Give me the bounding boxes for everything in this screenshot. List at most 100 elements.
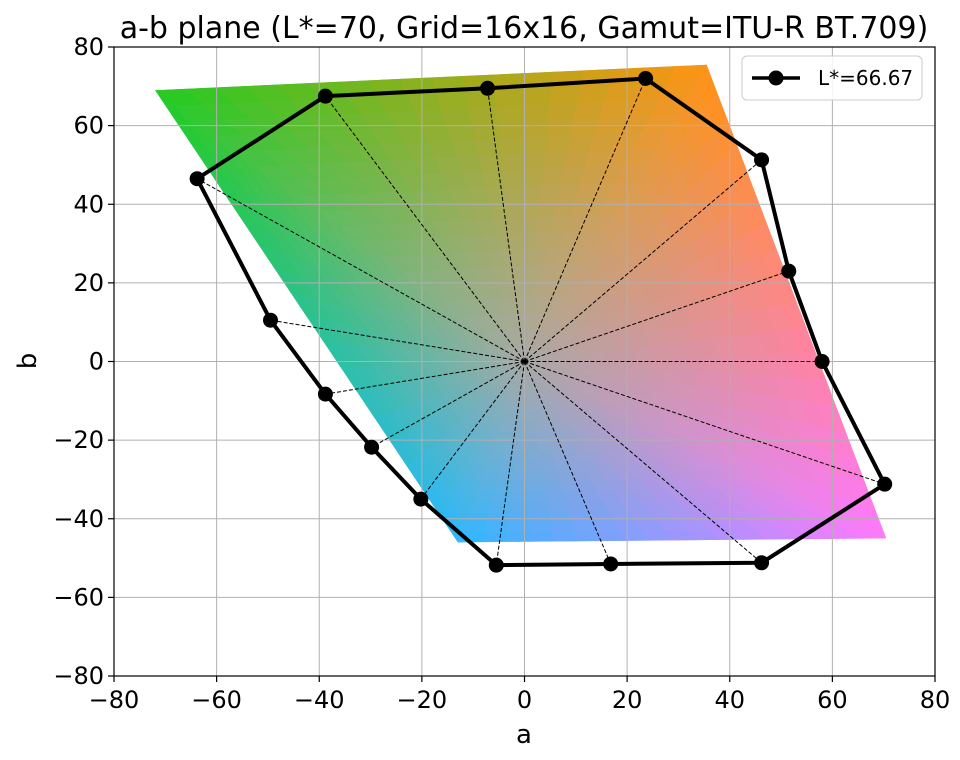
gamut-cell bbox=[509, 491, 529, 503]
gamut-cell bbox=[523, 200, 542, 218]
x-tick-label: 40 bbox=[714, 686, 745, 714]
y-tick-label: −40 bbox=[53, 505, 104, 533]
legend-box bbox=[741, 55, 923, 101]
gamut-cell bbox=[504, 531, 530, 543]
gamut-cell bbox=[544, 134, 572, 153]
legend: L*=66.67 bbox=[741, 55, 923, 101]
data-point bbox=[877, 476, 893, 492]
gamut-cell bbox=[495, 104, 524, 123]
gamut-cell bbox=[541, 470, 560, 482]
gamut-cell bbox=[445, 123, 476, 142]
spoke-line bbox=[371, 361, 525, 448]
series-layer bbox=[189, 70, 893, 573]
spoke-line bbox=[524, 78, 647, 362]
chart-title: a-b plane (L*=70, Grid=16x16, Gamut=ITU-… bbox=[120, 11, 929, 46]
gamut-cell bbox=[522, 135, 548, 154]
gamut-cell bbox=[525, 411, 535, 423]
gamut-cell bbox=[506, 521, 530, 533]
gamut-cell bbox=[478, 153, 504, 172]
gamut-cell bbox=[527, 511, 551, 523]
gamut-cell bbox=[492, 217, 511, 236]
gamut-cell bbox=[497, 120, 524, 139]
data-point bbox=[317, 386, 333, 402]
gamut-cell bbox=[488, 501, 511, 513]
gamut-cell bbox=[523, 232, 538, 250]
data-point bbox=[364, 439, 380, 455]
gamut-cell bbox=[440, 107, 473, 126]
spokes bbox=[196, 78, 885, 566]
data-point bbox=[263, 312, 279, 328]
gamut-cell bbox=[543, 480, 563, 492]
gamut-cell bbox=[525, 401, 533, 413]
gamut-cell bbox=[481, 531, 507, 543]
gamut-cell bbox=[475, 137, 502, 156]
x-tick-label: −60 bbox=[191, 686, 242, 714]
data-point bbox=[317, 88, 333, 104]
gamut-cell bbox=[527, 481, 546, 493]
spoke-line bbox=[524, 361, 762, 564]
gamut-cell bbox=[522, 103, 551, 122]
y-tick-label: 40 bbox=[73, 190, 104, 218]
data-point bbox=[754, 555, 770, 571]
gamut-cell bbox=[468, 106, 498, 125]
gamut-cell bbox=[527, 501, 549, 513]
x-tick-label: −20 bbox=[397, 686, 448, 714]
data-point bbox=[638, 70, 654, 86]
gamut-cell bbox=[526, 471, 544, 483]
gamut-cell bbox=[482, 169, 506, 188]
ticks: −80 −60 −40 −20 0 20 40 60 80 −80 −60 −40 −20 0 20 40 60… bbox=[53, 33, 950, 714]
gamut-cell bbox=[547, 510, 572, 522]
gamut-cell bbox=[522, 87, 553, 106]
data-point bbox=[189, 171, 205, 187]
gamut-cell bbox=[526, 461, 543, 473]
spoke-line bbox=[524, 159, 762, 362]
gamut-cell bbox=[573, 530, 602, 542]
gamut-cell bbox=[522, 119, 550, 138]
y-tick-label: −20 bbox=[53, 426, 104, 454]
gamut-cell bbox=[561, 490, 585, 502]
gamut-cell bbox=[522, 151, 546, 170]
spoke-line bbox=[524, 361, 885, 485]
gamut-cell bbox=[512, 461, 528, 473]
gamut-cell bbox=[511, 471, 529, 483]
gamut-cell bbox=[485, 511, 510, 523]
y-tick-label: 80 bbox=[73, 33, 104, 61]
gamut-cell bbox=[511, 248, 525, 267]
gamut-cell bbox=[492, 481, 513, 493]
spoke-line bbox=[524, 270, 789, 362]
x-tick-label: 20 bbox=[612, 686, 643, 714]
y-tick-label: 20 bbox=[73, 269, 104, 297]
x-tick-label: 60 bbox=[817, 686, 848, 714]
spoke-line bbox=[196, 178, 525, 362]
gamut-cell bbox=[522, 167, 545, 186]
gamut-cell bbox=[435, 91, 469, 110]
legend-label: L*=66.67 bbox=[818, 66, 913, 90]
gamut-cell bbox=[528, 521, 552, 533]
gamut-cell bbox=[526, 451, 541, 463]
spoke-line bbox=[524, 361, 612, 565]
gamut-cell bbox=[546, 500, 569, 512]
gamut-cell bbox=[543, 150, 568, 169]
gamut-cell bbox=[483, 521, 508, 533]
x-axis-title: a bbox=[516, 720, 532, 750]
gamut-cell bbox=[548, 102, 578, 121]
gamut-cell bbox=[523, 216, 540, 234]
spoke-line bbox=[325, 361, 525, 395]
spoke-line bbox=[487, 88, 525, 362]
gamut-cell bbox=[504, 184, 524, 203]
y-tick-label: −60 bbox=[53, 583, 104, 611]
gamut-fill bbox=[155, 64, 887, 543]
gamut-cell bbox=[515, 280, 525, 299]
gamut-cell bbox=[490, 491, 512, 503]
gamut-cell bbox=[544, 490, 566, 502]
data-point bbox=[754, 152, 770, 168]
gamut-cell bbox=[526, 441, 540, 453]
gamut-cell bbox=[509, 232, 525, 251]
gamut-cell bbox=[510, 481, 529, 493]
series-line bbox=[195, 76, 887, 568]
gamut-cell bbox=[485, 185, 507, 204]
gamut-cell bbox=[500, 152, 524, 171]
gamut-cell bbox=[539, 460, 558, 472]
gamut-cell bbox=[549, 86, 582, 105]
y-tick-label: 0 bbox=[89, 348, 104, 376]
